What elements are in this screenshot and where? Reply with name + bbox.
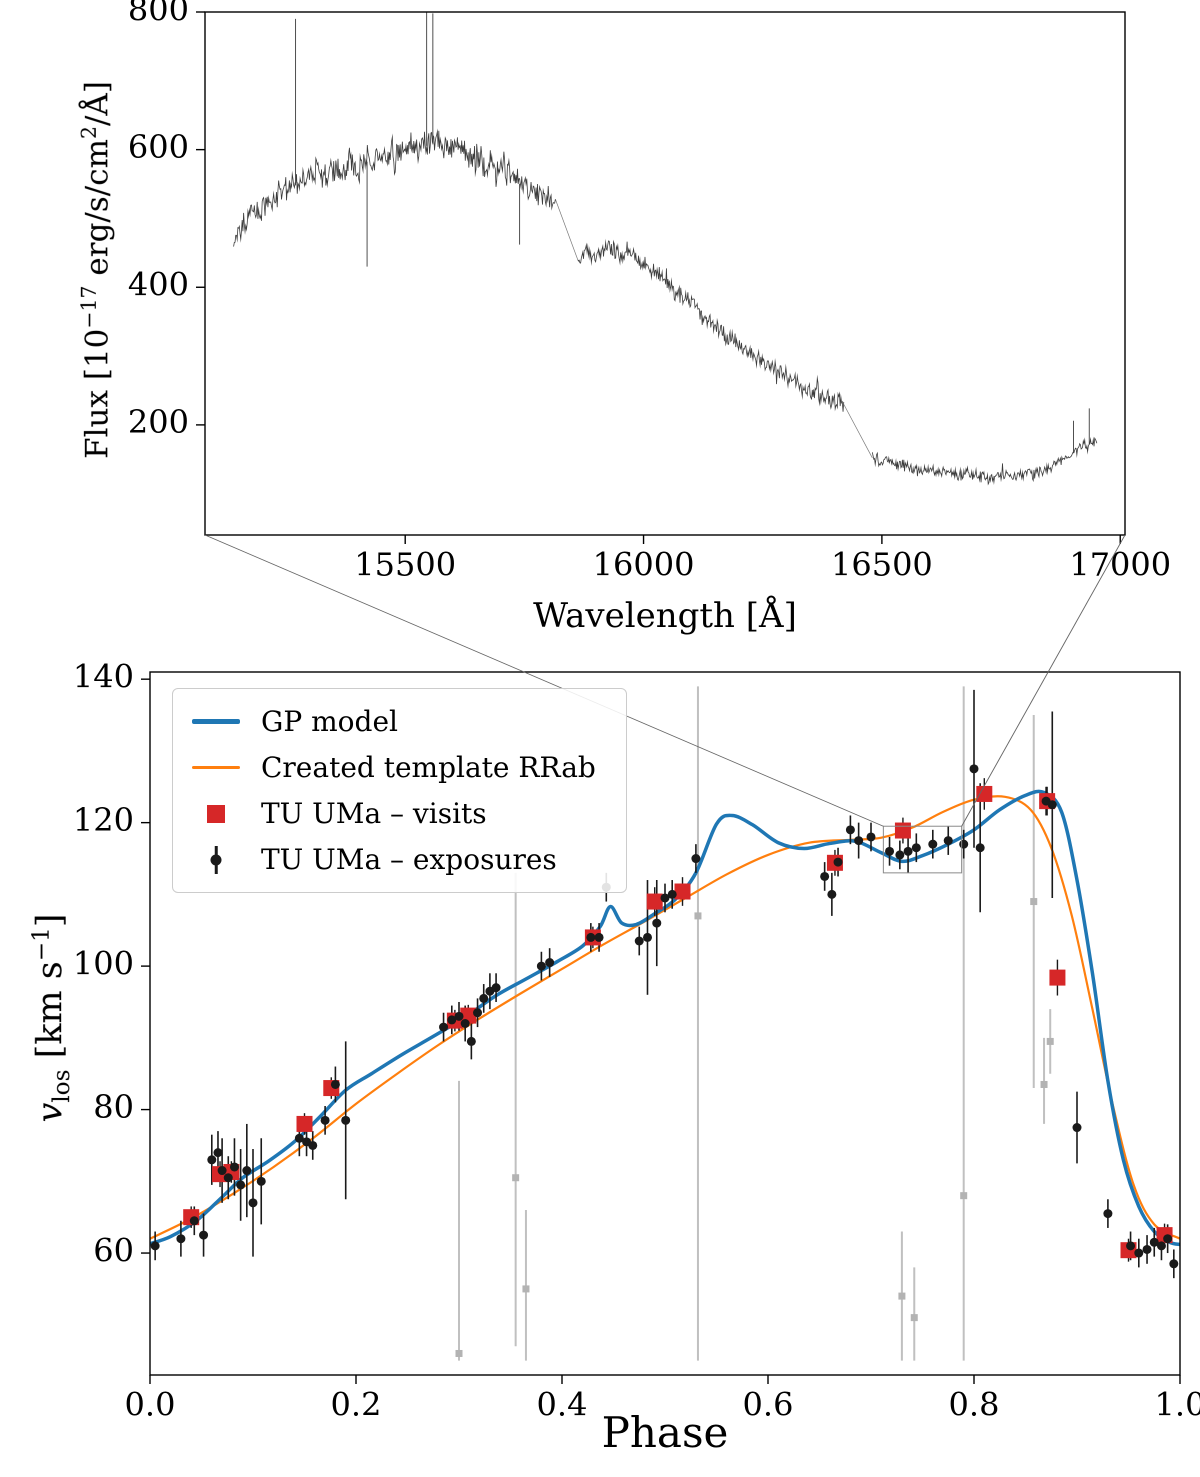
gp-model-line-swatch-icon (191, 706, 241, 738)
legend-label-gp-model: GP model (261, 705, 398, 738)
legend-item-gp-model: GP model (191, 705, 596, 738)
vlos-variable: v (30, 1102, 71, 1123)
exposure-errorbar-swatch-icon (191, 844, 241, 876)
vlos-subscript: los (49, 1069, 76, 1103)
legend-label-template: Created template RRab (261, 751, 596, 784)
vlos-units-post: ] (30, 913, 71, 928)
flux-label-exponent2: 2 (76, 126, 101, 140)
legend-label-exposures: TU UMa – exposures (261, 843, 557, 876)
vlos-units-exponent: −1 (28, 927, 55, 962)
template-line-swatch-icon (191, 752, 241, 784)
bottom-y-axis-label: vlos [km s−1] (29, 914, 76, 1123)
legend-item-visits: TU UMa – visits (191, 797, 596, 830)
flux-label-post: /Å] (79, 81, 116, 127)
legend: GP model Created template RRab TU UMa – … (172, 688, 627, 893)
bottom-x-axis-label: Phase (601, 1408, 729, 1457)
legend-item-template: Created template RRab (191, 751, 596, 784)
top-x-axis-label: Wavelength [Å] (533, 596, 797, 636)
legend-item-exposures: TU UMa – exposures (191, 843, 596, 876)
flux-label-mid: erg/s/cm (79, 139, 116, 286)
flux-label-pre: Flux [10 (79, 328, 116, 459)
visit-square-swatch-icon (191, 798, 241, 830)
vlos-units-pre: [km s (30, 961, 71, 1070)
flux-label-exponent: −17 (76, 285, 101, 329)
top-y-axis-label: Flux [10−17 erg/s/cm2/Å] (77, 81, 115, 459)
legend-label-visits: TU UMa – visits (261, 797, 487, 830)
